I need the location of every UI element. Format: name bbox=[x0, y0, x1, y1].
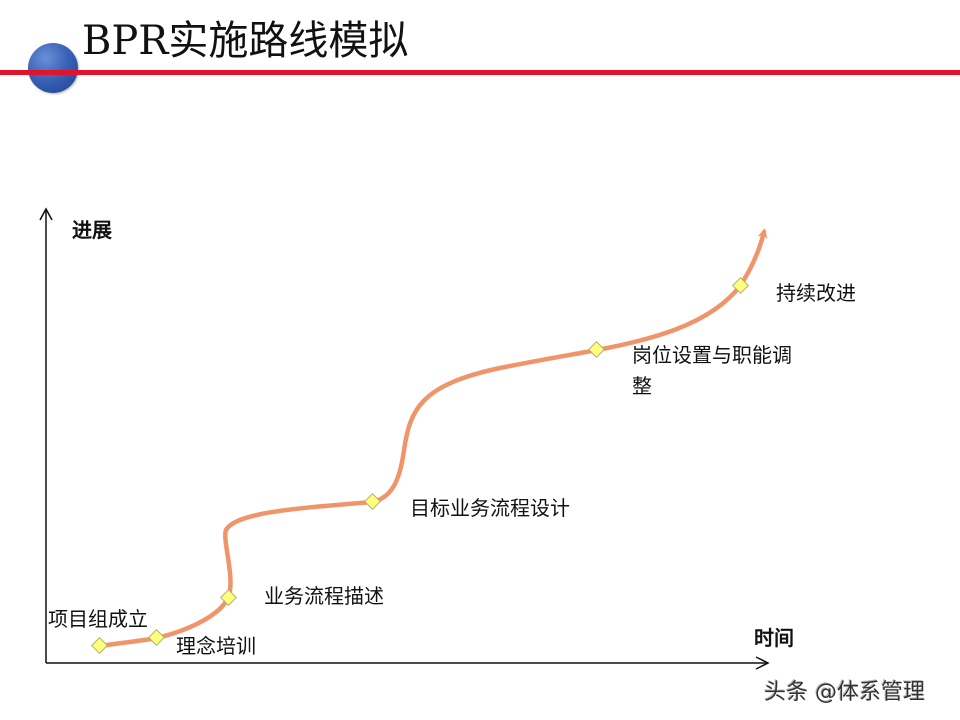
milestone-label: 目标业务流程设计 bbox=[410, 496, 570, 520]
x-axis-label: 时间 bbox=[754, 626, 794, 650]
milestone-diamond-icon bbox=[364, 493, 381, 510]
globe-logo-icon bbox=[28, 43, 78, 93]
milestone-label: 项目组成立 bbox=[48, 607, 148, 631]
milestone-diamond-icon bbox=[91, 637, 108, 654]
milestone-label: 理念培训 bbox=[176, 634, 256, 658]
milestone-markers bbox=[91, 277, 749, 654]
milestone-diamond-icon bbox=[148, 629, 165, 646]
milestone-diamond-icon bbox=[732, 277, 749, 294]
milestone-diamond-icon bbox=[220, 589, 237, 606]
slide-title: BPR实施路线模拟 bbox=[82, 18, 409, 64]
y-axis bbox=[39, 207, 53, 663]
x-axis bbox=[46, 656, 770, 670]
y-axis-label: 进展 bbox=[72, 218, 112, 242]
milestone-label: 岗位设置与职能调 bbox=[632, 343, 792, 367]
progress-curve bbox=[97, 228, 768, 649]
title-divider bbox=[0, 70, 960, 75]
milestone-label: 持续改进 bbox=[776, 281, 856, 305]
milestone-label: 业务流程描述 bbox=[264, 584, 384, 608]
watermark: 头条 @体系管理 bbox=[764, 680, 925, 705]
milestone-label-continued: 整 bbox=[632, 374, 652, 398]
milestone-diamond-icon bbox=[588, 341, 605, 358]
